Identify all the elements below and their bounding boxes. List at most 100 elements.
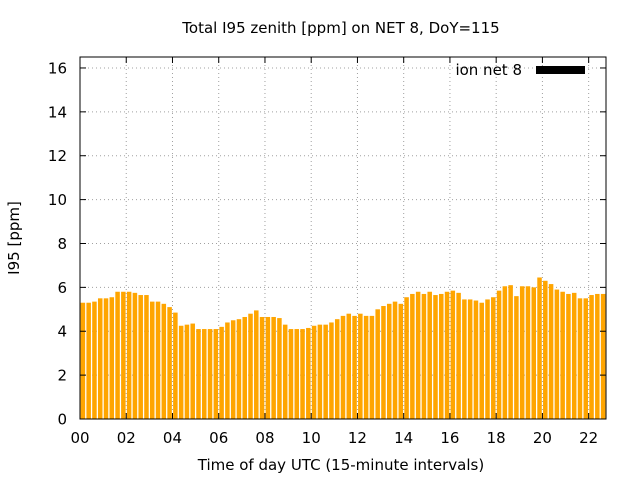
bar bbox=[491, 297, 496, 419]
bar bbox=[109, 297, 115, 419]
bar bbox=[317, 324, 323, 419]
bar bbox=[381, 306, 386, 419]
bar bbox=[86, 302, 91, 419]
y-tick-label: 2 bbox=[57, 367, 67, 385]
bar bbox=[340, 315, 346, 419]
bar bbox=[404, 297, 409, 419]
bar bbox=[479, 302, 484, 419]
axis-ticks bbox=[79, 57, 606, 420]
bar bbox=[196, 329, 201, 419]
plot-frame bbox=[79, 56, 607, 420]
bar bbox=[554, 289, 560, 419]
bar bbox=[80, 302, 86, 419]
bar bbox=[566, 293, 571, 419]
bar bbox=[184, 324, 190, 419]
bars bbox=[80, 277, 606, 419]
x-tick-label: 14 bbox=[394, 429, 413, 447]
y-tick-label: 16 bbox=[48, 59, 67, 77]
bar bbox=[149, 301, 155, 419]
bar bbox=[392, 301, 398, 419]
bar bbox=[363, 315, 369, 419]
x-tick-label: 20 bbox=[533, 429, 552, 447]
y-tick-label: 12 bbox=[48, 147, 67, 165]
bar bbox=[537, 277, 542, 419]
bar bbox=[329, 322, 334, 419]
bar bbox=[213, 329, 219, 419]
bar bbox=[375, 309, 380, 419]
y-axis-label: I95 [ppm] bbox=[5, 201, 23, 275]
bar bbox=[300, 329, 305, 419]
bar bbox=[277, 318, 282, 419]
bar bbox=[248, 313, 253, 419]
bar bbox=[560, 291, 565, 419]
grid-lines bbox=[80, 57, 606, 419]
bar bbox=[97, 298, 103, 419]
bar bbox=[202, 329, 207, 419]
bar bbox=[600, 293, 606, 419]
legend-label: ion net 8 bbox=[455, 61, 522, 79]
bar bbox=[485, 299, 490, 419]
x-tick-label: 18 bbox=[487, 429, 506, 447]
bar bbox=[230, 320, 236, 419]
bar bbox=[144, 295, 149, 419]
bar bbox=[115, 291, 120, 419]
y-tick-label: 4 bbox=[57, 323, 67, 341]
bar bbox=[514, 296, 519, 419]
bar bbox=[138, 295, 143, 419]
bar bbox=[433, 295, 438, 419]
legend: ion net 8 bbox=[455, 61, 585, 79]
x-tick-label: 02 bbox=[117, 429, 136, 447]
bar bbox=[282, 324, 288, 419]
y-tick-label: 8 bbox=[57, 235, 67, 253]
bar bbox=[236, 319, 242, 419]
bar bbox=[190, 323, 195, 419]
bar bbox=[311, 325, 317, 419]
bar bbox=[595, 293, 600, 419]
bar bbox=[525, 286, 531, 419]
y-tick-label: 6 bbox=[57, 279, 67, 297]
bar bbox=[126, 291, 132, 419]
bar bbox=[496, 290, 502, 419]
bar bbox=[427, 291, 432, 419]
bar bbox=[306, 327, 311, 419]
bar bbox=[103, 298, 109, 419]
bar bbox=[254, 310, 259, 419]
x-tick-label: 04 bbox=[163, 429, 182, 447]
bar bbox=[121, 291, 126, 419]
bar bbox=[288, 329, 294, 419]
bar bbox=[589, 295, 594, 419]
bar bbox=[462, 299, 467, 419]
bar bbox=[242, 316, 247, 419]
bar bbox=[473, 300, 479, 419]
bar bbox=[502, 286, 508, 419]
bar bbox=[467, 299, 473, 419]
bar bbox=[444, 291, 450, 419]
x-tick-label: 22 bbox=[579, 429, 598, 447]
bar bbox=[531, 287, 537, 419]
bar bbox=[207, 329, 213, 419]
bar bbox=[352, 315, 357, 419]
bar bbox=[439, 293, 444, 419]
x-tick-label: 12 bbox=[348, 429, 367, 447]
y-tick-label: 14 bbox=[48, 103, 67, 121]
x-tick-label: 08 bbox=[255, 429, 274, 447]
bar bbox=[173, 312, 178, 419]
bar bbox=[167, 307, 172, 419]
bar bbox=[410, 293, 415, 419]
chart-title: Total I95 zenith [ppm] on NET 8, DoY=115 bbox=[181, 19, 499, 37]
bar bbox=[294, 329, 300, 419]
bar bbox=[334, 319, 340, 419]
bar bbox=[450, 290, 456, 419]
bar bbox=[92, 301, 97, 419]
x-tick-label: 16 bbox=[440, 429, 459, 447]
bar bbox=[519, 286, 525, 419]
bar bbox=[583, 298, 589, 419]
bar bbox=[219, 326, 224, 419]
bar bbox=[571, 292, 577, 419]
x-tick-label: 10 bbox=[302, 429, 321, 447]
bar bbox=[548, 284, 554, 419]
bar bbox=[508, 285, 513, 419]
y-tick-label: 10 bbox=[48, 191, 67, 209]
x-tick-label: 06 bbox=[209, 429, 228, 447]
